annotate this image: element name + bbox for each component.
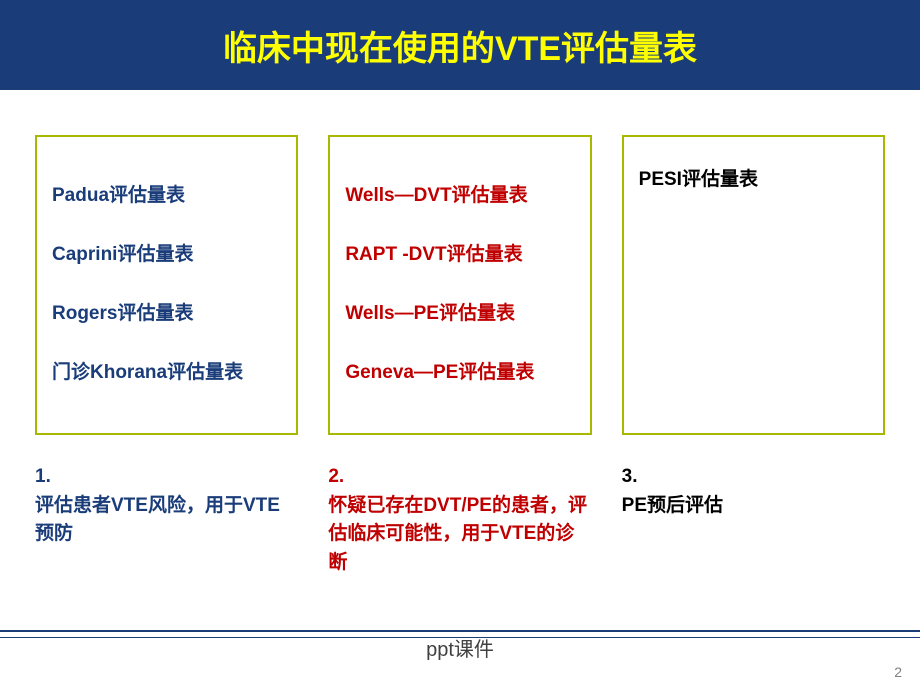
content-area: Padua评估量表 Caprini评估量表 Rogers评估量表 门诊Khora… bbox=[0, 90, 920, 597]
box-item: Wells—DVT评估量表 bbox=[345, 183, 574, 210]
page-number: 2 bbox=[894, 664, 902, 680]
column-1: Padua评估量表 Caprini评估量表 Rogers评估量表 门诊Khora… bbox=[35, 135, 298, 577]
title-bar: 临床中现在使用的VTE评估量表 bbox=[0, 0, 920, 90]
box-item: Caprini评估量表 bbox=[52, 242, 281, 269]
footer-text: ppt课件 bbox=[426, 633, 494, 662]
page-title: 临床中现在使用的VTE评估量表 bbox=[223, 21, 697, 70]
caption-2: 2. 怀疑已存在DVT/PE的患者，评估临床可能性，用于VTE的诊断 bbox=[328, 463, 591, 577]
caption-3: 3. PE预后评估 bbox=[622, 463, 885, 520]
box-2: Wells—DVT评估量表 RAPT -DVT评估量表 Wells—PE评估量表… bbox=[328, 135, 591, 435]
box-item: 门诊Khorana评估量表 bbox=[52, 360, 281, 387]
box-item: Wells—PE评估量表 bbox=[345, 301, 574, 328]
box-item: PESI评估量表 bbox=[639, 167, 758, 194]
box-item: Rogers评估量表 bbox=[52, 301, 281, 328]
footer-line bbox=[0, 630, 920, 632]
column-2: Wells—DVT评估量表 RAPT -DVT评估量表 Wells—PE评估量表… bbox=[328, 135, 591, 577]
column-3: PESI评估量表 3. PE预后评估 bbox=[622, 135, 885, 577]
caption-1: 1. 评估患者VTE风险，用于VTE预防 bbox=[35, 463, 298, 549]
caption-text: 怀疑已存在DVT/PE的患者，评估临床可能性，用于VTE的诊断 bbox=[328, 495, 587, 573]
box-item: Padua评估量表 bbox=[52, 183, 281, 210]
box-item: RAPT -DVT评估量表 bbox=[345, 242, 574, 269]
caption-number: 1. bbox=[35, 463, 298, 492]
caption-number: 3. bbox=[622, 463, 885, 492]
caption-text: PE预后评估 bbox=[622, 495, 723, 516]
box-item: Geneva—PE评估量表 bbox=[345, 360, 574, 387]
box-3: PESI评估量表 bbox=[622, 135, 885, 435]
caption-text: 评估患者VTE风险，用于VTE预防 bbox=[35, 495, 280, 545]
box-1: Padua评估量表 Caprini评估量表 Rogers评估量表 门诊Khora… bbox=[35, 135, 298, 435]
caption-number: 2. bbox=[328, 463, 591, 492]
